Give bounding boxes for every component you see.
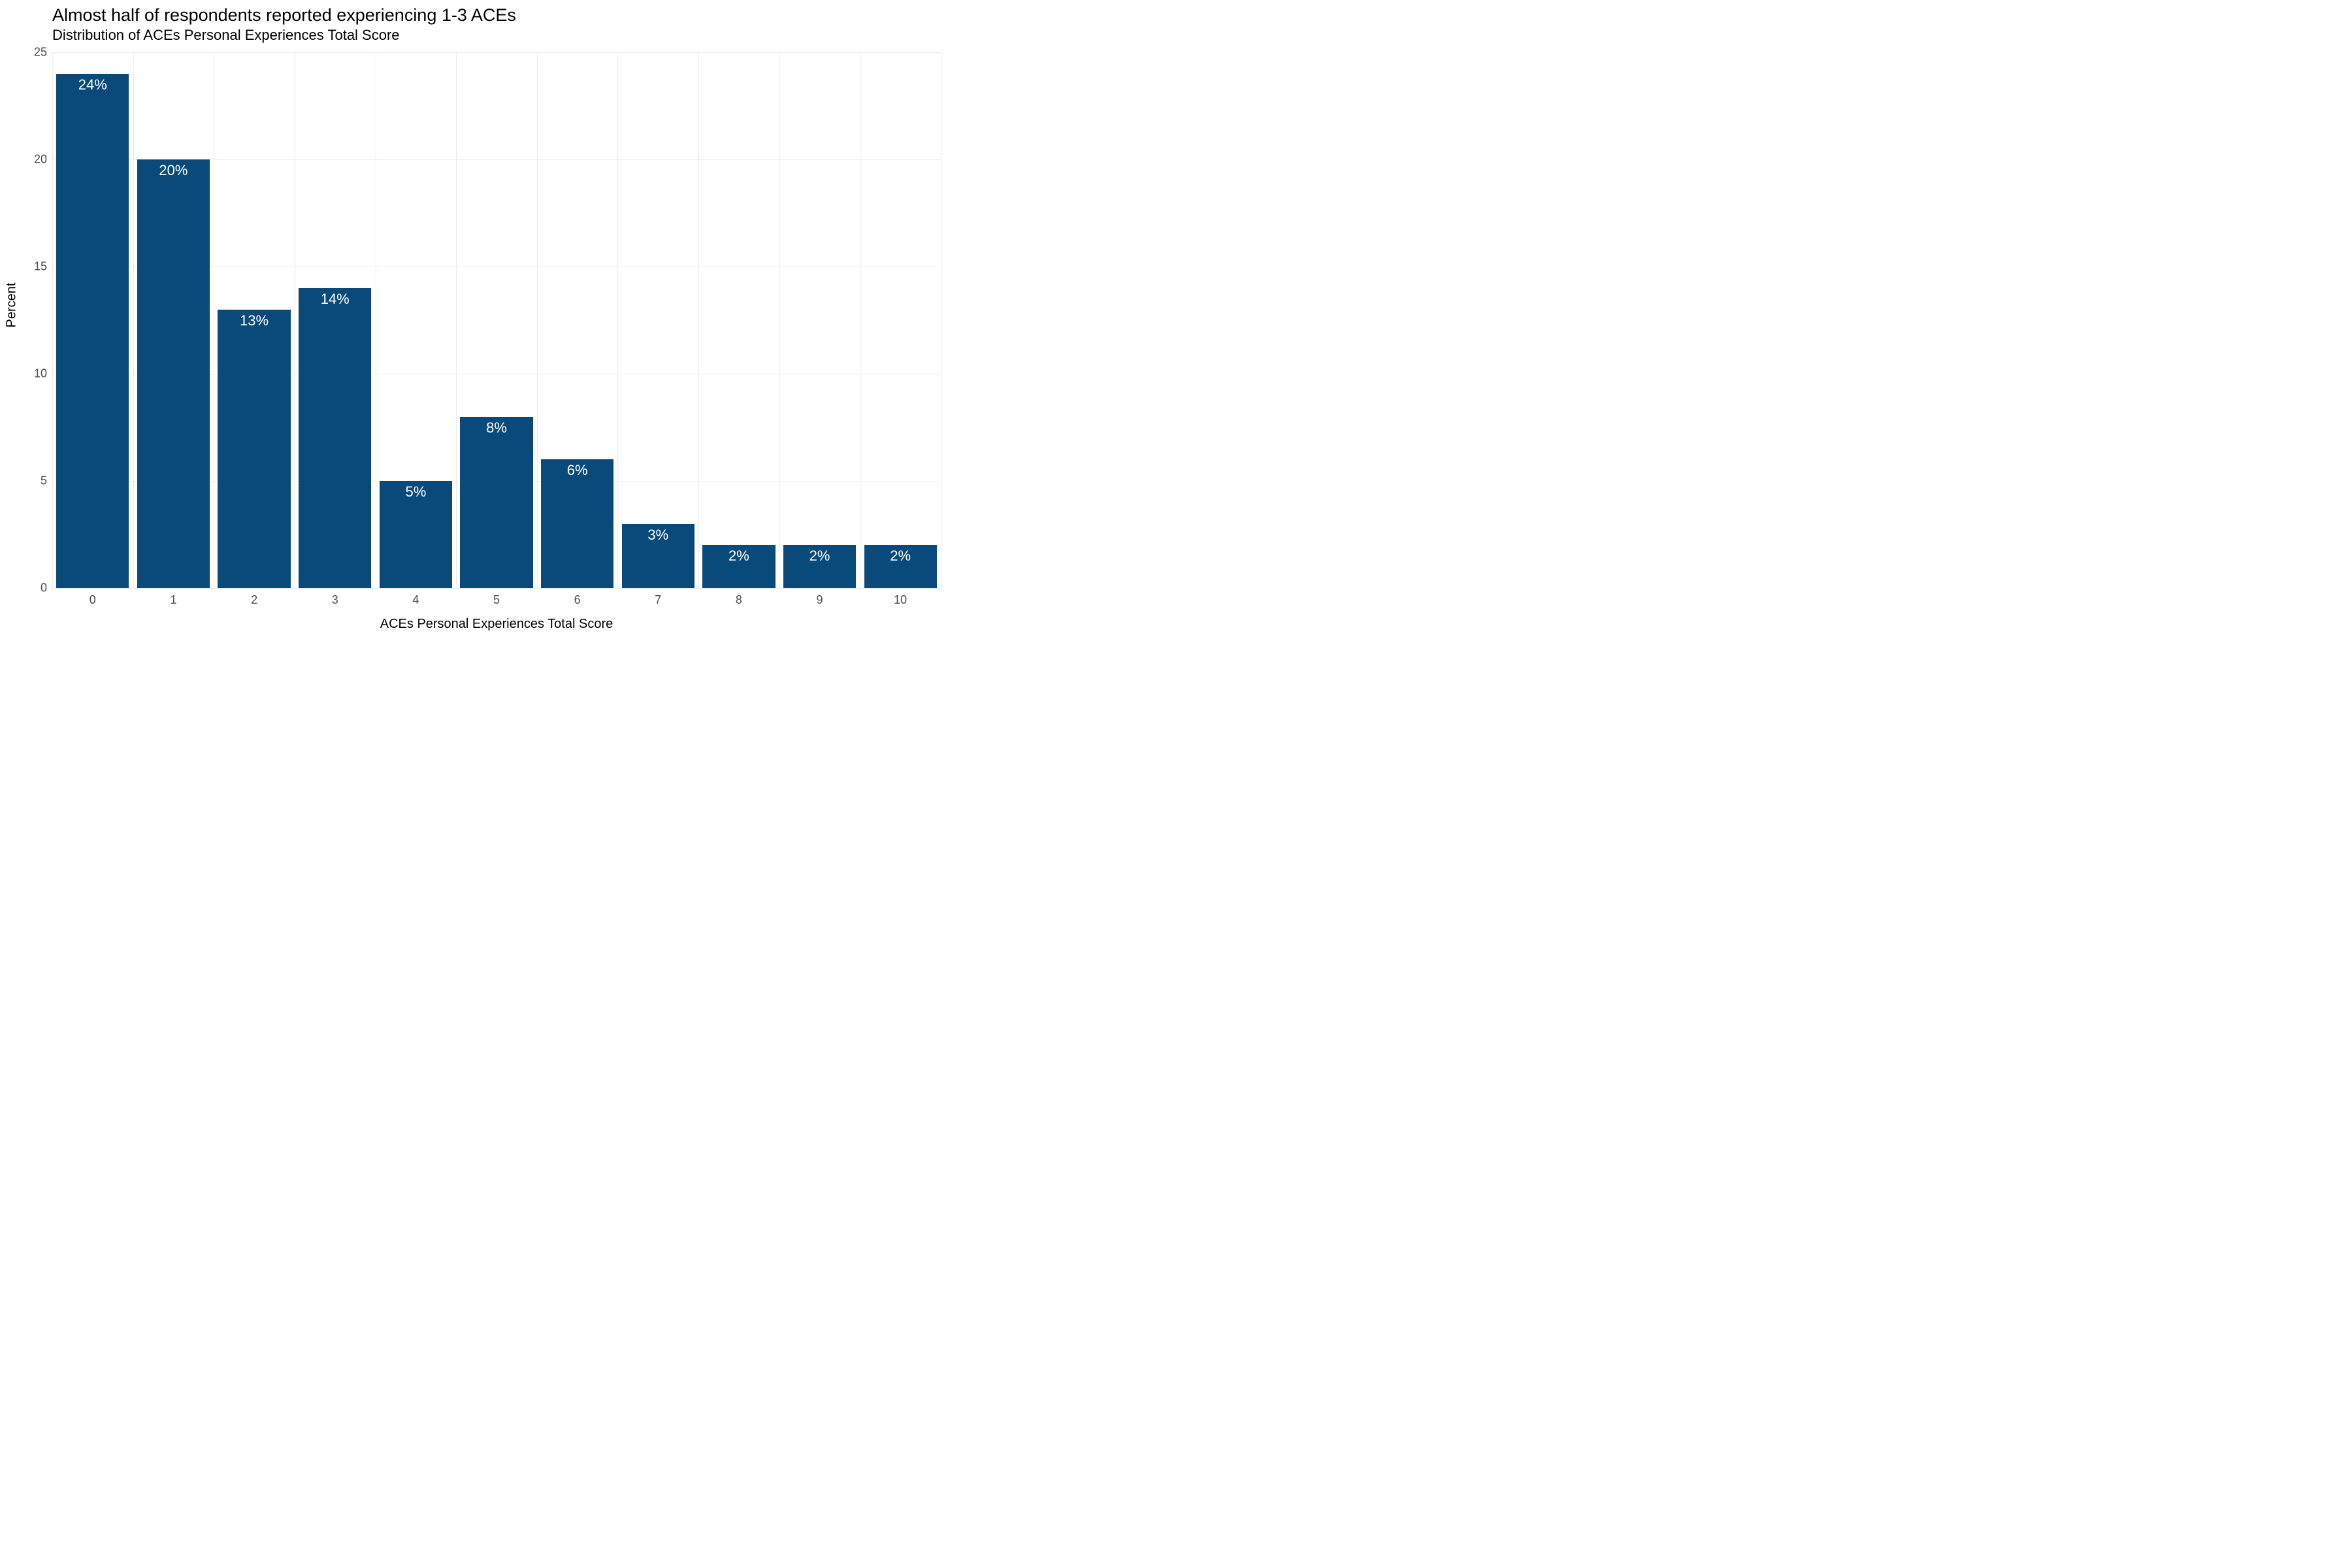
x-tick-label: 7	[655, 593, 661, 607]
bar-value-label: 6%	[567, 462, 588, 479]
x-tick-label: 4	[412, 593, 419, 607]
gridline-vertical	[456, 52, 457, 588]
x-tick-label: 2	[251, 593, 257, 607]
bar	[56, 74, 129, 588]
x-tick-label: 3	[332, 593, 338, 607]
x-tick-label: 10	[894, 593, 907, 607]
x-axis-label-text: ACEs Personal Experiences Total Score	[380, 617, 613, 631]
y-tick-label: 5	[21, 474, 47, 488]
bar	[460, 417, 532, 588]
bar-value-label: 14%	[321, 291, 350, 308]
bar-value-label: 2%	[809, 547, 830, 564]
bar	[218, 310, 290, 588]
chart-subtitle: Distribution of ACEs Personal Experience…	[52, 27, 516, 44]
x-tick-label: 1	[170, 593, 176, 607]
bar-value-label: 2%	[728, 547, 749, 564]
y-tick-label: 25	[21, 46, 47, 59]
gridline-horizontal	[52, 52, 941, 53]
bar-value-label: 20%	[159, 162, 188, 179]
plot-area: 24% 20% 13% 14% 5% 8% 6% 3% 2% 2% 2%	[52, 52, 941, 588]
x-tick-label: 5	[493, 593, 500, 607]
bar-value-label: 8%	[486, 419, 507, 436]
y-tick-label: 15	[21, 260, 47, 274]
bar-value-label: 24%	[78, 76, 107, 93]
y-axis-label-text: Percent	[5, 283, 19, 328]
x-tick-label: 8	[736, 593, 742, 607]
gridline-vertical	[779, 52, 780, 588]
y-tick-label: 10	[21, 367, 47, 381]
gridline-vertical	[617, 52, 618, 588]
x-axis-label: ACEs Personal Experiences Total Score	[380, 617, 613, 632]
bar	[299, 288, 371, 588]
bar-value-label: 2%	[890, 547, 911, 564]
bar-value-label: 5%	[405, 483, 426, 500]
gridline-vertical	[698, 52, 699, 588]
y-tick-label: 20	[21, 153, 47, 167]
gridline-vertical	[52, 52, 53, 588]
title-block: Almost half of respondents reported expe…	[52, 5, 516, 44]
gridline-horizontal	[52, 588, 941, 589]
x-tick-label: 9	[817, 593, 823, 607]
y-axis-label: Percent	[5, 283, 20, 328]
x-tick-label: 6	[574, 593, 581, 607]
bar-value-label: 13%	[240, 312, 269, 329]
y-tick-label: 0	[21, 581, 47, 595]
x-tick-label: 0	[90, 593, 96, 607]
chart-title: Almost half of respondents reported expe…	[52, 5, 516, 25]
chart-container: Almost half of respondents reported expe…	[0, 0, 954, 636]
gridline-vertical	[537, 52, 538, 588]
gridline-vertical	[133, 52, 134, 588]
bar-value-label: 3%	[647, 527, 668, 544]
bar	[137, 159, 210, 588]
